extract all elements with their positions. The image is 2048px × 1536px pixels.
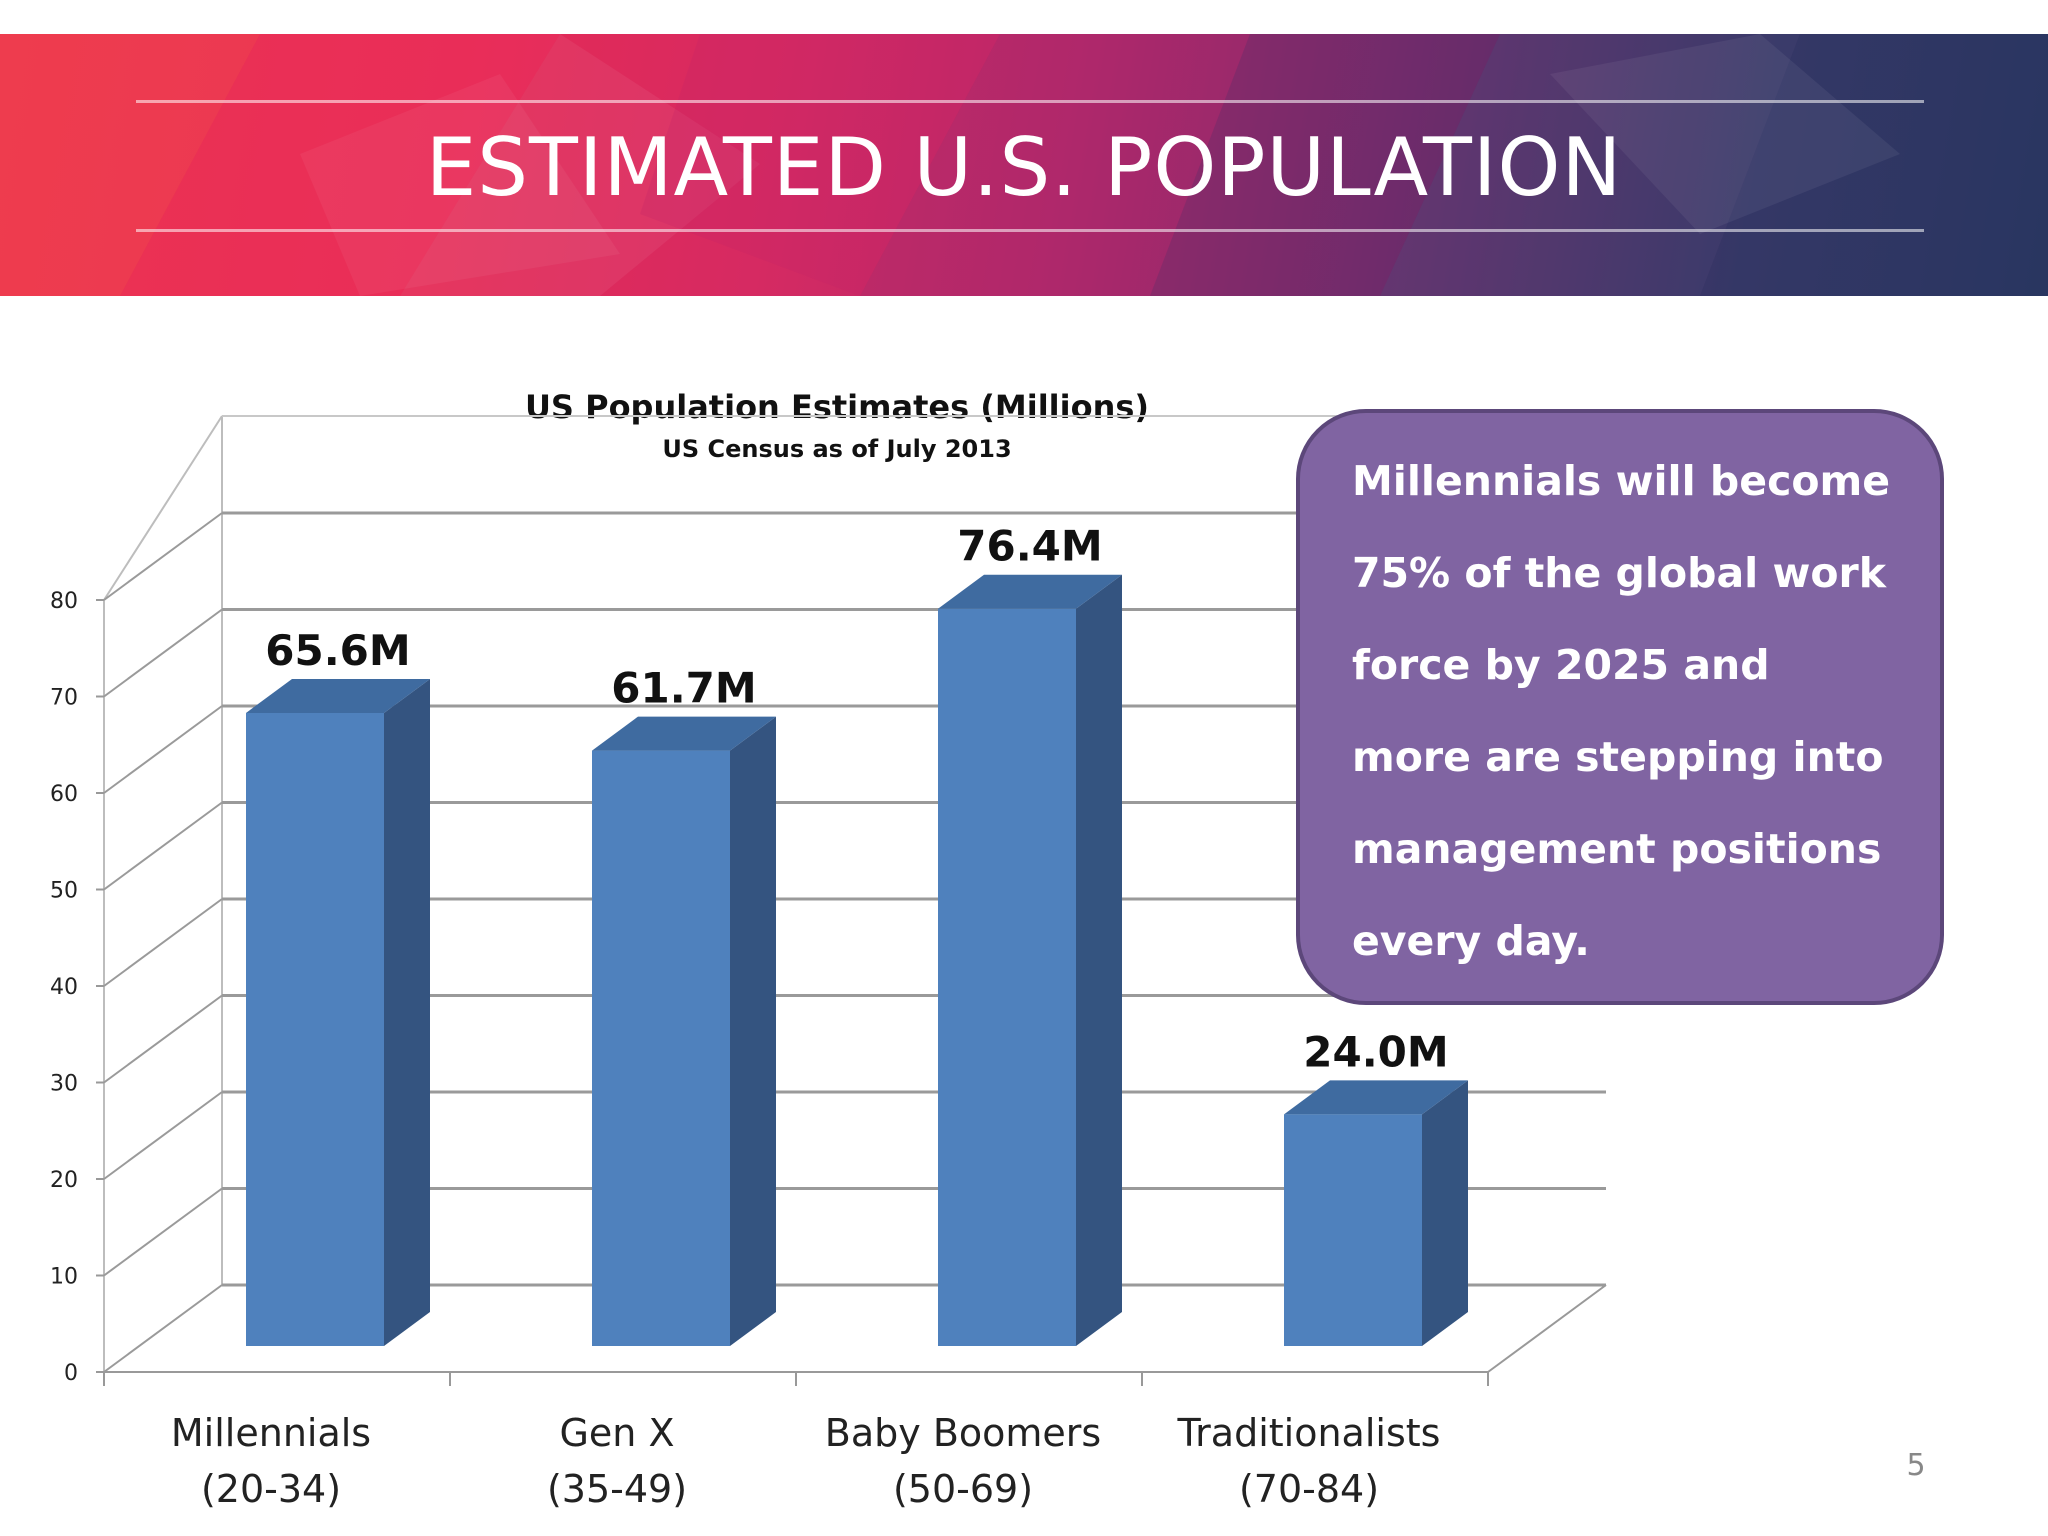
gridline-diagonal [103, 1187, 223, 1277]
chart-title: US Population Estimates (Millions) [525, 388, 1149, 426]
y-tick-label: 30 [50, 1072, 78, 1097]
bar-top [592, 716, 776, 751]
bar-side [730, 716, 776, 1346]
category-label: Millennials [171, 1411, 371, 1455]
y-tick-label: 0 [64, 1361, 78, 1386]
data-label: 65.6M [265, 626, 410, 675]
bar-front [938, 608, 1076, 1346]
gridline-diagonal [103, 994, 223, 1084]
bar-top [938, 574, 1122, 609]
y-tick-label: 60 [50, 782, 78, 807]
gridline-diagonal [103, 512, 223, 601]
category-label: (50-69) [893, 1467, 1033, 1511]
category-label: Traditionalists [1177, 1411, 1441, 1455]
data-label: 61.7M [611, 664, 756, 713]
gridline-diagonal [103, 608, 223, 698]
x-axis-categories: Millennials (20-34) Gen X (35-49) Baby Boome… [171, 1411, 1441, 1511]
bar-front [1284, 1114, 1422, 1346]
title-banner: ESTIMATED U.S. POPULATION [0, 34, 2048, 296]
data-label: 24.0M [1303, 1027, 1448, 1076]
gridline-diagonal [103, 1284, 223, 1373]
chart-subtitle: US Census as of July 2013 [662, 435, 1011, 463]
slide-title: ESTIMATED U.S. POPULATION [425, 121, 1623, 214]
floor-right-edge [1487, 1284, 1607, 1373]
category-label: (20-34) [201, 1467, 341, 1511]
banner-bottom-rule [136, 229, 1924, 232]
gridline-diagonal [103, 705, 223, 794]
category-label: (35-49) [547, 1467, 687, 1511]
top-diagonal [103, 415, 223, 601]
y-tick-label: 20 [50, 1168, 78, 1193]
bars [246, 574, 1468, 1346]
y-tick-label: 70 [50, 686, 78, 711]
bar-front [246, 712, 384, 1346]
gridline-diagonal [103, 801, 223, 891]
bar-top [1284, 1080, 1468, 1115]
gridline-diagonal [103, 1091, 223, 1180]
category-label: Gen X [559, 1411, 674, 1455]
y-tick-label: 50 [50, 879, 78, 904]
callout-text: Millennials will become 75% of the globa… [1352, 457, 1891, 965]
bar-front [592, 750, 730, 1346]
y-tick-label: 40 [50, 975, 78, 1000]
data-label: 76.4M [957, 522, 1102, 571]
gridline-diagonal [103, 898, 223, 987]
banner-top-rule [136, 100, 1924, 103]
y-tick-label: 80 [50, 589, 78, 614]
bar-side [384, 678, 430, 1346]
y-tick-label: 10 [50, 1265, 78, 1290]
page-number: 5 [1906, 1448, 1926, 1483]
bar-top [246, 678, 430, 713]
y-axis-ticks: 0 10 20 30 40 50 60 70 80 [50, 589, 104, 1386]
bar-side [1422, 1080, 1468, 1346]
category-label: (70-84) [1239, 1467, 1379, 1511]
category-label: Baby Boomers [825, 1411, 1101, 1455]
millennials-callout: Millennials will become 75% of the globa… [1296, 409, 1944, 1005]
data-labels: 65.6M 61.7M 76.4M 24.0M [265, 522, 1448, 1077]
bar-side [1076, 574, 1122, 1346]
